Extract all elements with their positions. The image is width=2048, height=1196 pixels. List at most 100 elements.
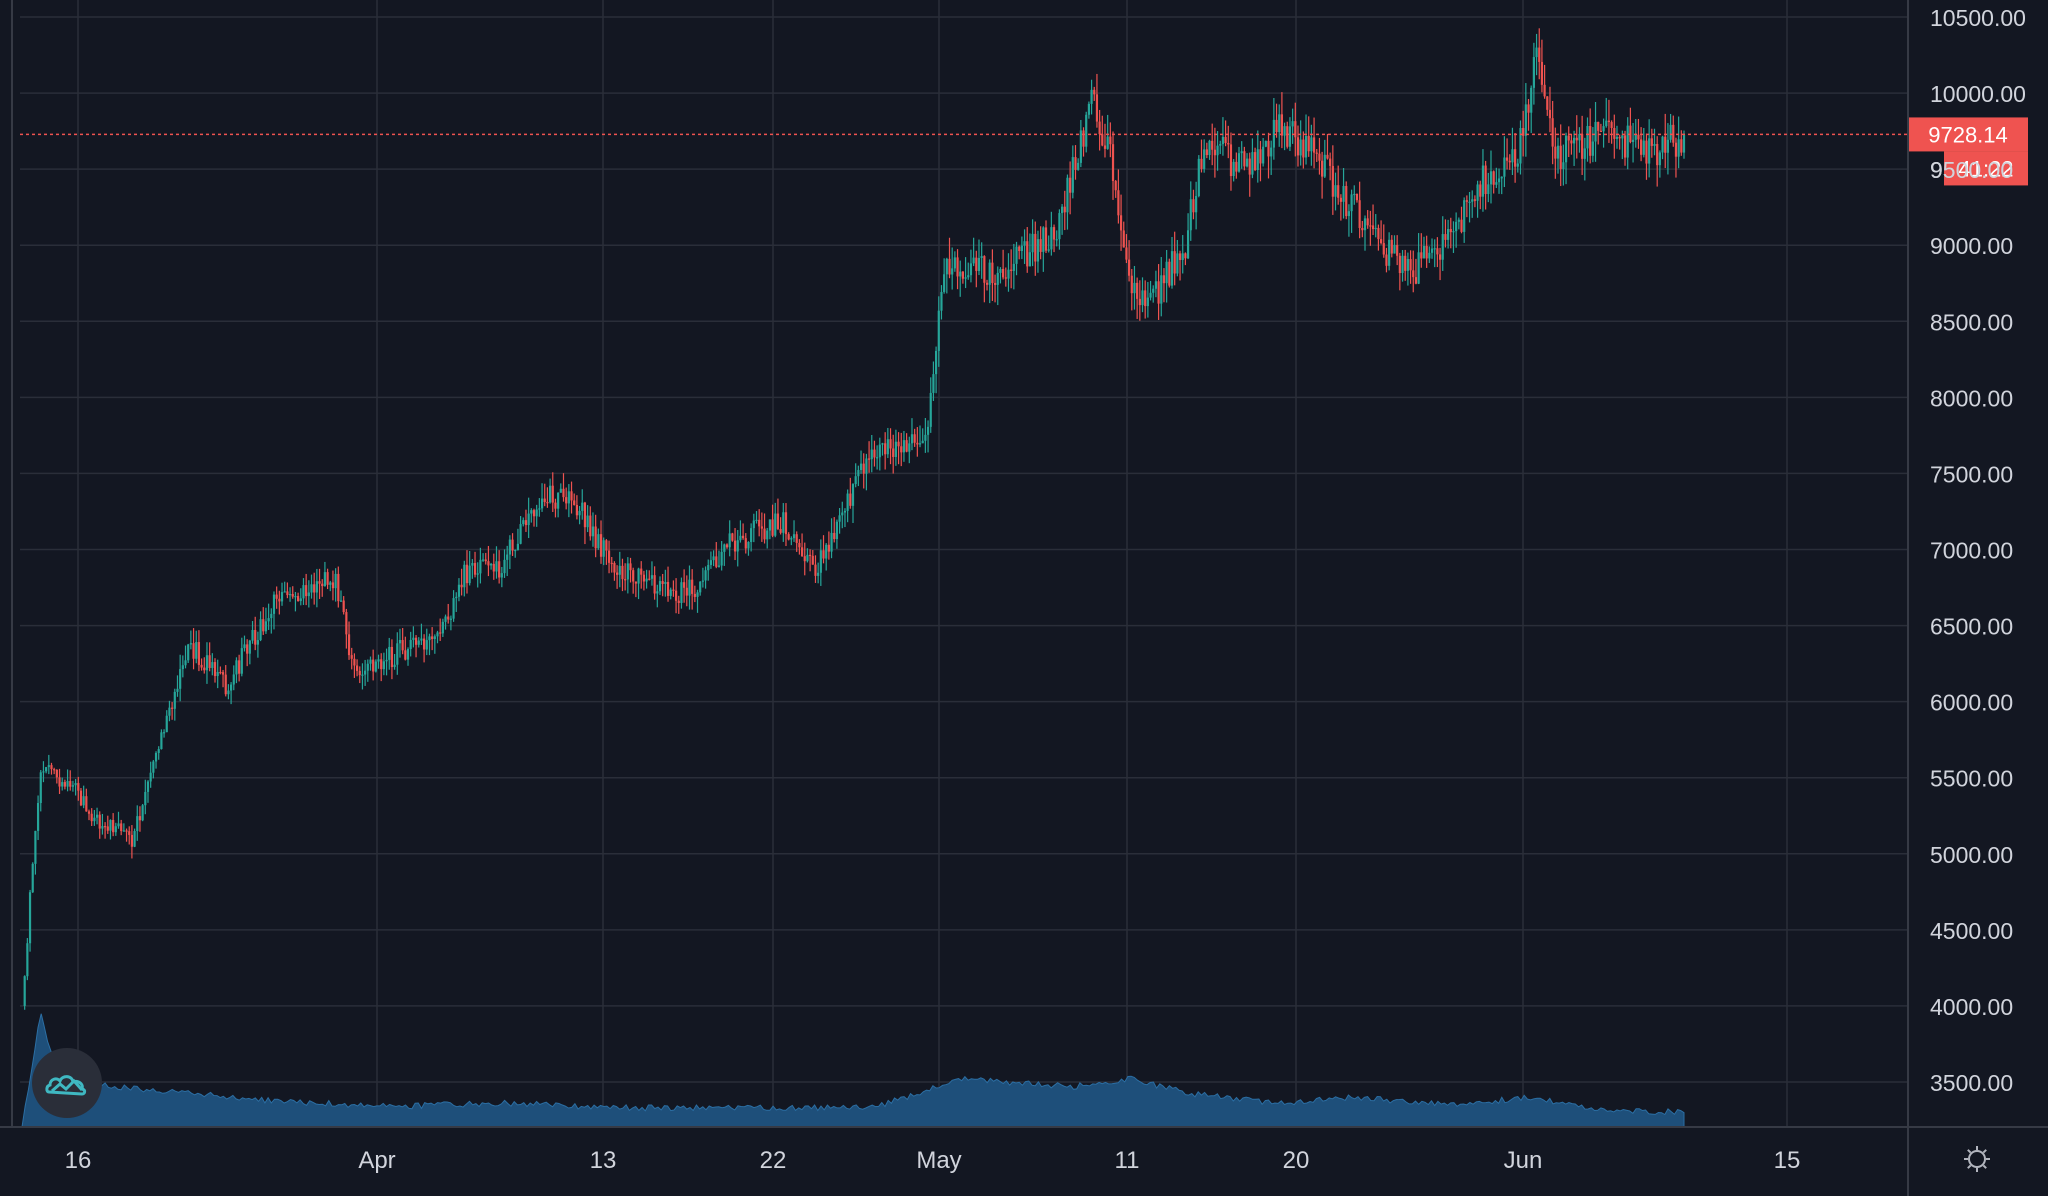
candle-body <box>1203 149 1206 169</box>
candle-body <box>1680 139 1683 153</box>
candle-body <box>1152 288 1155 293</box>
candle-body <box>811 555 814 565</box>
candle-body <box>610 562 613 565</box>
candle-body <box>516 543 520 550</box>
candle-body <box>964 277 967 279</box>
candle-body <box>1591 141 1594 156</box>
candle-body <box>1331 165 1334 197</box>
candle-body <box>1345 186 1348 217</box>
candle-body <box>798 542 801 548</box>
y-tick-label: 8000.00 <box>1930 385 2013 411</box>
candle-body <box>846 493 849 511</box>
candle-body <box>575 504 578 516</box>
candle-body <box>704 570 707 581</box>
candle-body <box>672 589 675 591</box>
candle-body <box>154 752 158 762</box>
candle-body <box>1039 239 1042 252</box>
candle-body <box>398 640 402 644</box>
candle-body <box>280 592 284 602</box>
candle-body <box>1589 125 1592 156</box>
candle-body <box>1291 121 1294 127</box>
candle-body <box>26 943 29 977</box>
candle-body <box>1457 219 1460 222</box>
candle-body <box>1623 135 1627 158</box>
candle-body <box>983 256 986 283</box>
candle-body <box>717 565 721 567</box>
candle-body <box>632 570 635 582</box>
candle-body <box>1114 180 1117 191</box>
candle-body <box>616 572 619 575</box>
candle-body <box>1449 229 1452 233</box>
y-tick-label: 4500.00 <box>1930 918 2013 944</box>
candle-body <box>666 582 670 596</box>
candle-body <box>715 556 718 567</box>
y-tick-label: 9000.00 <box>1930 233 2013 259</box>
tradingview-logo-button[interactable] <box>32 1048 102 1118</box>
candle-body <box>195 642 198 659</box>
candle-body <box>149 772 152 782</box>
candle-body <box>1366 218 1369 226</box>
candle-body <box>414 637 418 645</box>
candle-body <box>1146 297 1149 307</box>
candle-body <box>602 540 605 557</box>
candle-body <box>342 600 345 613</box>
candle-body <box>725 544 729 548</box>
candle-body <box>677 600 680 603</box>
candle-body <box>1270 147 1273 157</box>
candle-body <box>747 541 750 549</box>
candle-body <box>910 434 914 444</box>
candle-body <box>1374 227 1377 230</box>
candle-body <box>792 534 796 539</box>
candle-body <box>1495 182 1498 185</box>
candle-body <box>331 582 335 589</box>
candle-body <box>1337 185 1340 198</box>
candle-body <box>1581 133 1584 159</box>
candle-body <box>95 814 99 818</box>
candle-body <box>650 575 654 579</box>
candle-body <box>388 646 391 660</box>
candle-body <box>1028 252 1032 267</box>
candle-body <box>980 256 983 258</box>
candle-body <box>902 440 906 453</box>
candle-body <box>1564 135 1568 163</box>
candle-body <box>393 664 396 668</box>
candle-body <box>200 664 203 668</box>
candle-body <box>1221 136 1225 145</box>
candle-body <box>1634 134 1637 140</box>
candle-body <box>208 655 211 668</box>
candle-body <box>406 648 410 660</box>
candle-body <box>1173 251 1176 274</box>
candle-body <box>1133 282 1136 294</box>
candle-body <box>1186 230 1190 259</box>
candle-body <box>420 638 423 641</box>
candle-body <box>1361 227 1364 231</box>
candle-body <box>1256 149 1259 171</box>
chart-settings-button[interactable] <box>1958 1140 1996 1178</box>
candle-body <box>1020 245 1023 252</box>
y-tick-label: 5500.00 <box>1930 766 2013 792</box>
candle-body <box>227 690 230 695</box>
candle-body <box>1004 277 1007 279</box>
candle-body <box>1562 162 1565 169</box>
candle-body <box>1310 137 1313 152</box>
y-tick-label: 6000.00 <box>1930 690 2013 716</box>
candle-body <box>1664 136 1667 153</box>
candle-body <box>527 513 530 526</box>
candle-body <box>490 563 493 566</box>
candle-body <box>254 629 257 645</box>
candle-body <box>1500 176 1503 179</box>
candle-body <box>629 563 632 571</box>
candle-body <box>712 556 715 561</box>
candle-body <box>1396 245 1399 256</box>
candle-body <box>380 659 383 670</box>
candle-body <box>1002 268 1005 278</box>
candle-body <box>932 374 935 393</box>
candle-body <box>168 707 171 716</box>
candle-body <box>1342 186 1345 202</box>
candle-body <box>487 561 490 566</box>
candle-body <box>42 771 45 773</box>
candle-body <box>637 568 640 584</box>
candle-body <box>184 660 187 666</box>
